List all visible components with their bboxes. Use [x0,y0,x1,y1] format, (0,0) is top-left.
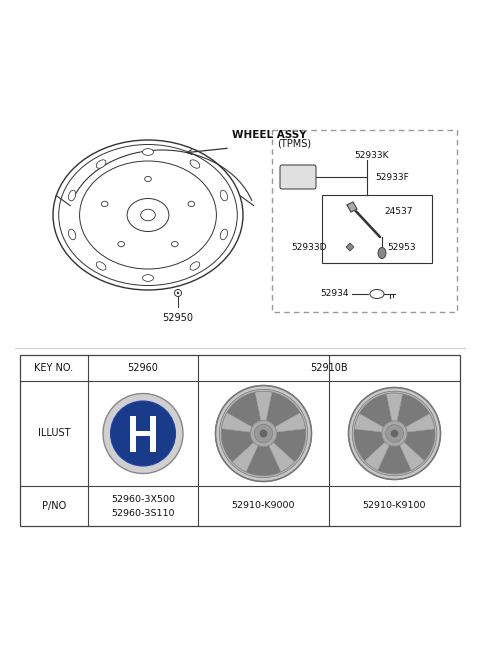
Polygon shape [378,444,411,474]
Ellipse shape [260,430,267,438]
Bar [130,415,136,451]
Ellipse shape [69,191,76,201]
Ellipse shape [175,290,181,296]
Ellipse shape [370,290,384,298]
Text: 52934: 52934 [320,290,348,298]
Bar [322,195,432,263]
Text: 52950: 52950 [163,313,193,323]
Text: 52933K: 52933K [355,150,389,160]
Polygon shape [347,202,357,212]
Text: 52960-3S110: 52960-3S110 [111,509,175,518]
Ellipse shape [254,424,273,443]
Polygon shape [346,243,354,251]
Ellipse shape [216,386,312,482]
Ellipse shape [391,430,398,438]
Polygon shape [221,428,255,462]
Polygon shape [266,392,300,428]
Ellipse shape [143,275,154,281]
Ellipse shape [352,391,437,476]
Text: 52910-K9000: 52910-K9000 [232,501,295,510]
Text: 52933D: 52933D [291,242,327,252]
Ellipse shape [219,390,308,478]
Ellipse shape [141,209,156,221]
Text: 52910B: 52910B [310,363,348,373]
Ellipse shape [190,160,200,168]
Text: 52910-K9100: 52910-K9100 [363,501,426,510]
Polygon shape [354,414,388,433]
Ellipse shape [220,191,228,201]
Polygon shape [266,438,295,472]
Ellipse shape [378,248,386,258]
Polygon shape [255,392,272,426]
Bar [130,431,156,436]
Polygon shape [227,392,261,428]
FancyBboxPatch shape [280,165,316,189]
Ellipse shape [250,420,276,447]
Ellipse shape [220,229,228,240]
Ellipse shape [385,424,403,442]
Polygon shape [246,444,281,476]
Ellipse shape [143,148,154,155]
Text: 24537: 24537 [384,206,412,215]
Ellipse shape [382,421,407,446]
Ellipse shape [110,401,176,466]
Ellipse shape [171,242,178,247]
Polygon shape [397,394,430,428]
Ellipse shape [96,160,106,168]
Ellipse shape [188,201,195,206]
Ellipse shape [69,229,76,240]
Polygon shape [386,393,403,427]
Ellipse shape [190,261,200,270]
Bar [150,415,156,451]
Ellipse shape [144,176,151,181]
Polygon shape [354,429,386,461]
Text: 52953: 52953 [387,242,416,252]
Polygon shape [365,438,392,470]
Ellipse shape [96,261,106,270]
Polygon shape [272,428,306,462]
Ellipse shape [118,242,124,247]
Text: KEY NO.: KEY NO. [35,363,73,373]
Polygon shape [397,438,424,470]
Polygon shape [222,413,257,433]
Text: WHEEL ASSY: WHEEL ASSY [232,130,307,140]
Polygon shape [359,394,392,428]
Bar [20,355,460,526]
Ellipse shape [101,201,108,206]
Text: ILLUST: ILLUST [38,428,70,438]
Polygon shape [270,413,305,433]
Text: 52933F: 52933F [375,173,409,181]
Ellipse shape [348,388,441,480]
Polygon shape [403,429,435,461]
Text: (TPMS): (TPMS) [277,139,311,149]
Ellipse shape [103,394,183,474]
Polygon shape [232,438,261,472]
Ellipse shape [177,292,179,294]
Text: P/NO: P/NO [42,501,66,511]
Polygon shape [400,414,435,433]
Text: 52960-3X500: 52960-3X500 [111,495,175,503]
Text: 52960: 52960 [128,363,158,373]
